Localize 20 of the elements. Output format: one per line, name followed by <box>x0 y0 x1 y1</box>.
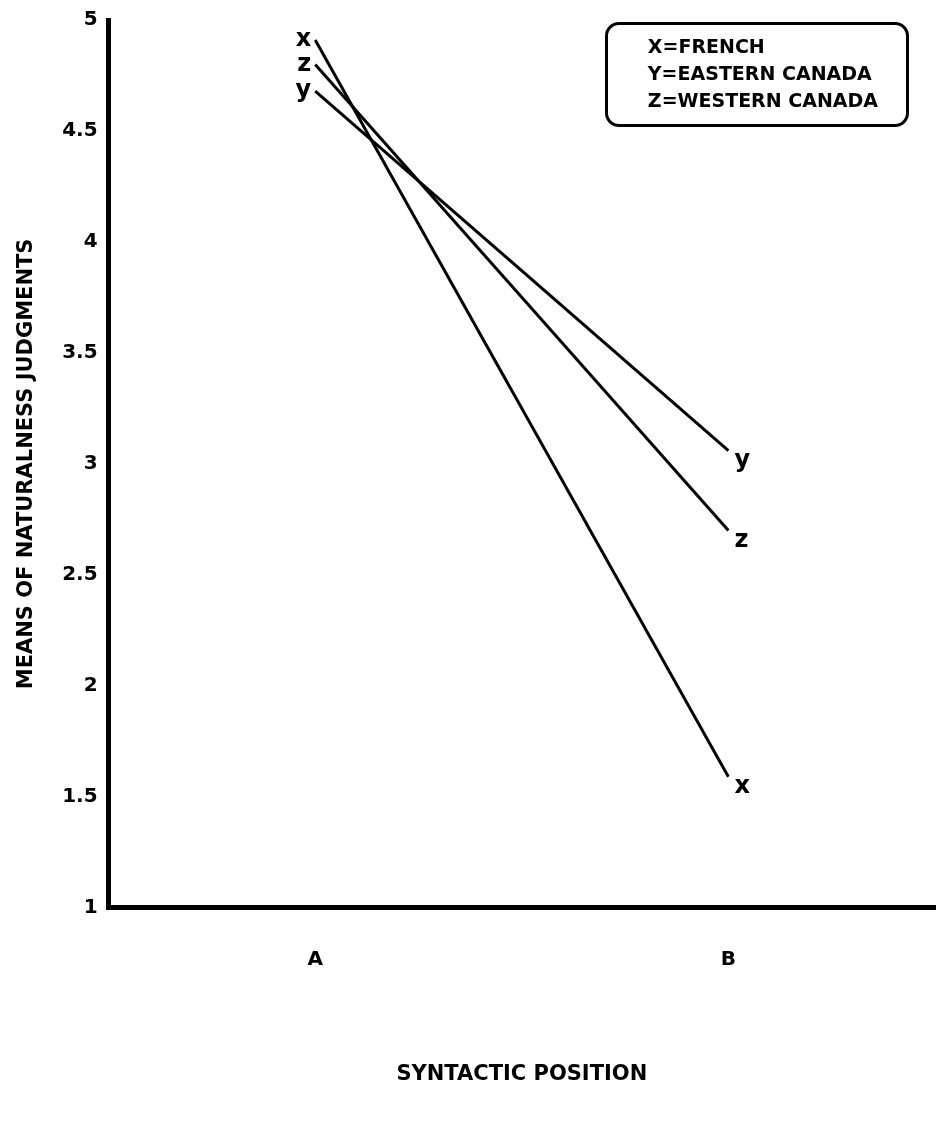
y-tick-label: 1.5 <box>62 783 98 808</box>
y-tick-label: 1 <box>83 894 98 918</box>
annotation: x <box>734 771 751 800</box>
x-tick-label: B <box>720 946 737 970</box>
annotation: X=FRENCH <box>647 34 766 59</box>
y-tick-label: 2 <box>83 672 98 697</box>
annotation: Y=EASTERN CANADA <box>647 61 873 86</box>
y-tick-label: 4.5 <box>62 117 98 142</box>
y-axis-title: MEANS OF NATURALNESS JUDGMENTS <box>13 238 38 690</box>
y-tick-label: 5 <box>83 6 98 31</box>
annotation: z <box>734 524 749 553</box>
y-tick-label: 3.5 <box>62 339 98 364</box>
annotation: y <box>295 75 312 104</box>
annotation: Z=WESTERN CANADA <box>647 88 878 113</box>
annotation: y <box>734 444 751 473</box>
y-tick-label: 4 <box>83 228 98 253</box>
x-tick-label: A <box>307 946 324 970</box>
y-tick-label: 3 <box>83 450 98 475</box>
x-axis-title: SYNTACTIC POSITION <box>396 1060 648 1085</box>
y-tick-label: 2.5 <box>62 561 98 586</box>
